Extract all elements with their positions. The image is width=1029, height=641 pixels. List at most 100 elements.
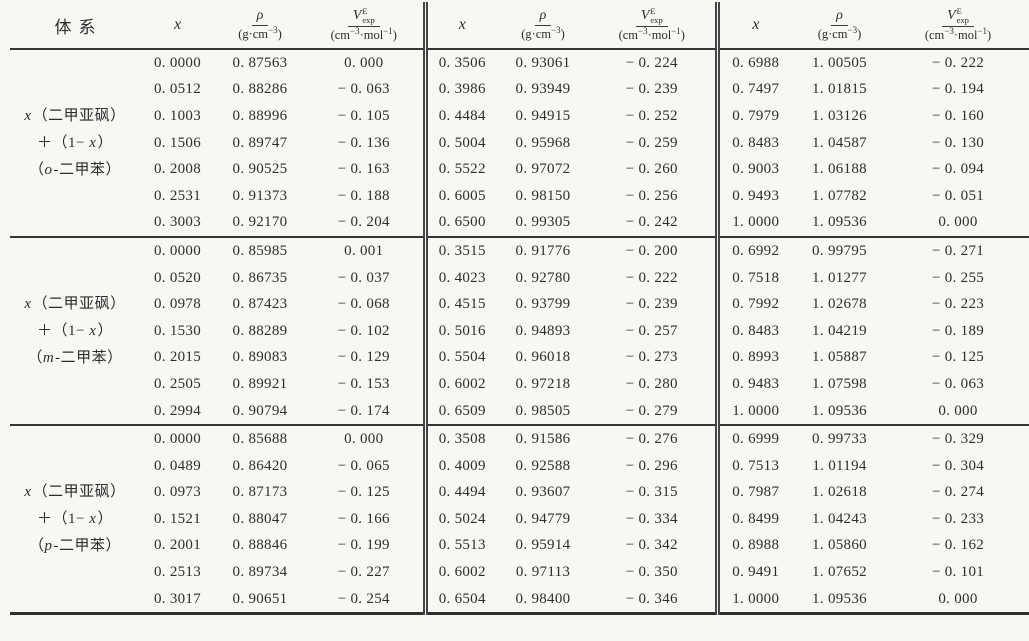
table-row: 0. 0512 0. 88286 − 0. 063 0. 3986 0. 93949 − … [10,76,1029,104]
x-value: 0. 0520 [153,269,202,286]
system-label-line: （p-二甲苯） [28,537,121,554]
table-row: 0. 1003 0. 88996 − 0. 105 0. 4484 0. 94915 − … [10,103,1029,130]
v-exp-value: − 0. 101 [931,564,985,581]
rho-value: 0. 92170 [215,209,305,239]
system-label-line: ＋（1− x） [37,322,113,339]
table-row: 0. 0978 0. 87423 − 0. 068 0. 4515 0. 93799 − … [10,291,1029,318]
v-exp-value: − 0. 280 [625,375,678,392]
col-header-x-2: x [422,2,497,50]
rho-value: 0. 97218 [515,375,571,392]
rho-unit-fraction: ρ (g·cm−3) [521,8,565,42]
system-label-line: （o-二甲苯） [28,161,121,178]
v-exp-value: − 0. 256 [625,187,678,204]
x-value: 1. 0000 [714,209,792,239]
x-value: 0. 7987 [714,479,792,507]
rho-value: 0. 89734 [232,564,288,581]
v-exp-value: − 0. 153 [337,375,390,392]
rho-value: 0. 94915 [515,107,571,124]
x-value: 0. 5004 [422,129,497,157]
table-row: 0. 2531 0. 91373 − 0. 188 0. 6005 0. 98150 − … [10,182,1029,210]
v-exp-value: − 0. 239 [625,81,678,98]
x-value: 0. 5016 [422,317,497,345]
v-exp-value: − 0. 162 [931,537,985,554]
v-exp-value: − 0. 315 [625,484,678,501]
v-exp-value: − 0. 259 [625,134,678,151]
x-value: 0. 7979 [714,103,792,130]
rho-value: 0. 87173 [232,484,288,501]
v-exp-value: − 0. 273 [625,349,678,366]
rho-value: 1. 04243 [812,510,867,527]
v-exp-value: − 0. 094 [931,161,985,178]
x-value: 0. 3986 [422,76,497,104]
v-exp-value: − 0. 200 [625,242,678,259]
col-header-rho-2: ρ (g·cm−3) [497,2,589,50]
x-value: 0. 2994 [140,397,215,427]
col-header-x-1: x [140,2,215,50]
rho-value: 1. 07782 [812,187,867,204]
x-value: 0. 5504 [422,344,497,372]
v-exp-value: 0. 001 [344,242,384,259]
x-value: 0. 5024 [422,506,497,533]
v-exp-value: − 0. 260 [625,161,678,178]
v-exp-value: − 0. 222 [931,54,985,71]
rho-value: 0. 93607 [515,484,571,501]
x-value: 0. 7518 [714,264,792,292]
system-label-line: ＋（1− x） [37,134,113,151]
x-value: 0. 8993 [714,344,792,372]
x-value: 1. 0000 [714,397,792,427]
v-exp-value: − 0. 130 [931,134,985,151]
x-value: 0. 6002 [422,559,497,586]
table-row: 0. 2008 0. 90525 − 0. 163 0. 5522 0. 97072 − … [10,156,1029,183]
table-row: 0. 2513 0. 89734 − 0. 227 0. 6002 0. 97113 − … [10,559,1029,586]
x-value: 1. 0000 [714,585,792,616]
v-exp-value: − 0. 174 [305,397,425,427]
rho-unit-fraction: ρ (g·cm−3) [238,8,282,42]
rho-value: 0. 86420 [232,457,288,474]
v-exp-value: − 0. 068 [337,296,390,313]
rho-value: 1. 04587 [812,134,867,151]
rho-unit-fraction: ρ (g·cm−3) [817,8,862,42]
x-value: 0. 6988 [714,49,792,77]
x-value: 0. 6002 [422,371,497,398]
v-exp-value: − 0. 342 [625,537,678,554]
x-value: 0. 3017 [140,585,215,616]
x-value: 0. 0973 [153,484,202,501]
x-value: 0. 2531 [153,187,202,204]
rho-value: 0. 90651 [215,585,305,616]
x-value: 0. 9003 [714,156,792,183]
rho-value: 0. 98150 [515,187,571,204]
x-value: 0. 2513 [153,564,202,581]
rho-value: 1. 05887 [812,349,867,366]
v-exp-value: 0. 000 [887,585,1029,616]
v-exp-value: − 0. 276 [625,431,678,448]
x-value: 0. 0978 [153,296,202,313]
v-exp-value: − 0. 063 [931,375,985,392]
rho-value: 0. 90525 [232,161,288,178]
v-exp-value: − 0. 224 [625,54,678,71]
v-exp-value: − 0. 065 [337,457,390,474]
rho-value: 0. 93799 [515,296,571,313]
v-exp-value: − 0. 102 [337,322,390,339]
v-exp-value: − 0. 255 [931,269,985,286]
rho-value: 1. 01277 [812,269,867,286]
rho-value: 0. 93061 [515,54,571,71]
rho-value: 0. 93949 [515,81,571,98]
x-value: 0. 3506 [422,49,497,77]
rho-value: 1. 03126 [812,107,867,124]
x-value: 0. 0000 [153,242,202,259]
v-exp-value: − 0. 329 [931,431,985,448]
table-row: 0. 2001 0. 88846 − 0. 199 0. 5513 0. 95914 − … [10,532,1029,560]
rho-value: 1. 01815 [812,81,867,98]
system-label: x（二甲亚砜） ＋（1− x） （m-二甲苯） [10,237,140,427]
rho-value: 1. 06188 [812,161,867,178]
rho-value: 0. 98505 [497,397,589,427]
v-exp-value: − 0. 063 [337,81,390,98]
x-value: 0. 1506 [153,134,202,151]
x-value: 0. 8988 [714,532,792,560]
table-body: x（二甲亚砜） ＋（1− x） （o-二甲苯） 0. 0000 0. 87563 0. 0… [10,49,1029,616]
table-row: 0. 1506 0. 89747 − 0. 136 0. 5004 0. 95968 − … [10,129,1029,157]
